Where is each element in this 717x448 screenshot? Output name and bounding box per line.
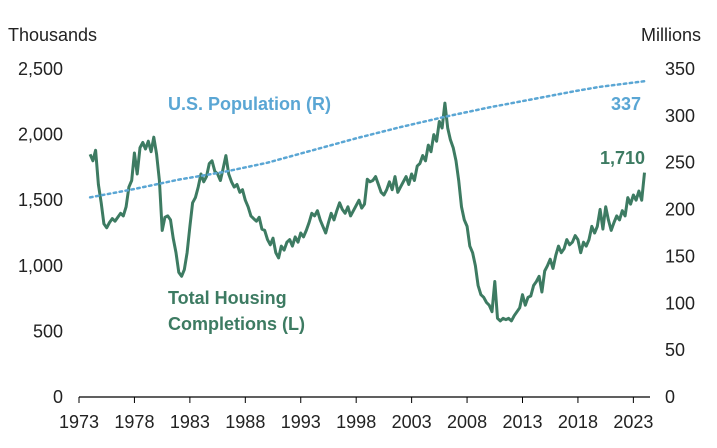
left-tick-label: 1,500 (18, 190, 63, 210)
population-line (88, 79, 646, 199)
housing-end-label: 1,710 (600, 148, 645, 168)
left-axis-unit-label: Thousands (8, 25, 97, 45)
x-tick-label: 2013 (502, 412, 542, 432)
population-end-label: 337 (611, 94, 641, 114)
left-tick-label: 500 (33, 321, 63, 341)
left-tick-label: 1,000 (18, 256, 63, 276)
left-tick-label: 2,500 (18, 59, 63, 79)
right-tick-label: 100 (665, 293, 695, 313)
left-tick-label: 0 (53, 387, 63, 407)
x-tick-label: 1973 (59, 412, 99, 432)
right-tick-label: 350 (665, 59, 695, 79)
right-tick-label: 150 (665, 246, 695, 266)
x-tick-label: 1983 (170, 412, 210, 432)
right-tick-label: 300 (665, 106, 695, 126)
x-tick-label: 2023 (613, 412, 653, 432)
x-tick-label: 1988 (225, 412, 265, 432)
x-tick-label: 2018 (558, 412, 598, 432)
right-tick-label: 50 (665, 340, 685, 360)
x-tick-label: 1978 (114, 412, 154, 432)
housing-completions-line (88, 101, 646, 323)
x-tick-label: 1993 (281, 412, 321, 432)
right-tick-label: 200 (665, 200, 695, 220)
population-series-label: U.S. Population (R) (168, 94, 331, 114)
right-tick-label: 250 (665, 153, 695, 173)
right-axis-unit-label: Millions (641, 25, 701, 45)
x-tick-label: 1998 (336, 412, 376, 432)
left-tick-label: 2,000 (18, 125, 63, 145)
housing-series-label-line2: Completions (L) (168, 314, 305, 334)
x-tick-label: 2008 (447, 412, 487, 432)
right-tick-label: 0 (665, 387, 675, 407)
x-tick-label: 2003 (392, 412, 432, 432)
housing-series-label-line1: Total Housing (168, 288, 287, 308)
